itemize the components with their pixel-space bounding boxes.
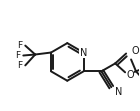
Text: F: F: [15, 51, 20, 60]
Text: F: F: [17, 61, 22, 70]
Text: N: N: [115, 87, 123, 97]
Text: N: N: [80, 48, 87, 57]
Text: O: O: [126, 70, 134, 80]
Text: O: O: [131, 46, 139, 56]
Text: F: F: [17, 41, 22, 50]
